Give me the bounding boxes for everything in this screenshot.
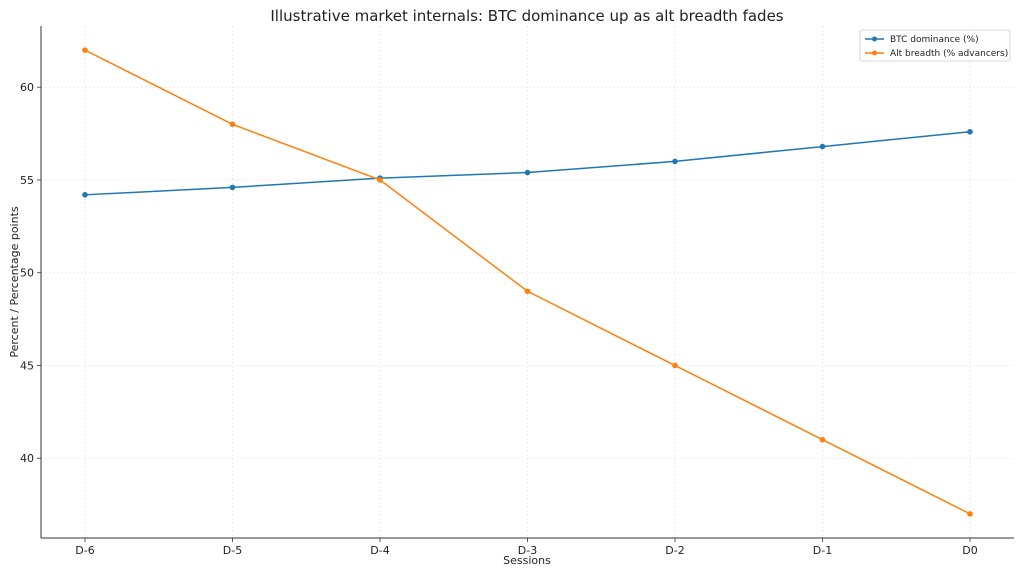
data-point-1 — [82, 47, 88, 53]
legend-box — [859, 29, 1011, 62]
data-point-1 — [819, 436, 826, 443]
data-point-1 — [967, 511, 973, 517]
y-ticks: 40 45 50 55 60 — [20, 81, 41, 465]
legend-swatch-marker — [872, 50, 877, 56]
data-point-0 — [82, 192, 88, 198]
data-point-1 — [672, 362, 678, 369]
y-tick-label: 40 — [20, 452, 34, 465]
legend-label: Alt breadth (% advancers) — [890, 49, 1008, 59]
grid — [41, 26, 1014, 538]
x-ticks: D-6 D-5 D-4 D-3 D-2 D-1 D0 — [75, 538, 978, 557]
data-point-0 — [229, 184, 236, 191]
y-tick-label: 50 — [20, 267, 34, 280]
series-group — [82, 47, 973, 517]
x-tick-label: D0 — [962, 544, 977, 557]
x-tick-label: D-5 — [223, 544, 242, 557]
data-point-1 — [524, 288, 531, 295]
y-tick-label: 45 — [20, 359, 34, 372]
data-point-0 — [524, 169, 531, 176]
legend-swatch-marker — [872, 36, 877, 42]
data-point-0 — [967, 128, 973, 135]
x-tick-label: D-1 — [813, 544, 832, 557]
x-tick-label: D-4 — [370, 544, 389, 557]
y-tick-label: 60 — [20, 81, 34, 94]
legend: BTC dominance (%) Alt breadth (% advancer… — [859, 29, 1011, 62]
data-point-0 — [819, 143, 826, 150]
y-tick-label: 55 — [20, 174, 34, 187]
y-axis-label: Percent / Percentage points — [8, 206, 21, 358]
x-tick-label: D-2 — [665, 544, 684, 557]
x-axis-label: Sessions — [503, 554, 551, 567]
data-point-0 — [672, 158, 678, 165]
legend-label: BTC dominance (%) — [890, 35, 979, 45]
x-tick-label: D-3 — [518, 544, 537, 557]
data-point-1 — [377, 177, 383, 183]
data-point-1 — [229, 121, 236, 128]
x-tick-label: D-6 — [75, 544, 94, 557]
chart-title: Illustrative market internals: BTC domin… — [270, 7, 783, 25]
